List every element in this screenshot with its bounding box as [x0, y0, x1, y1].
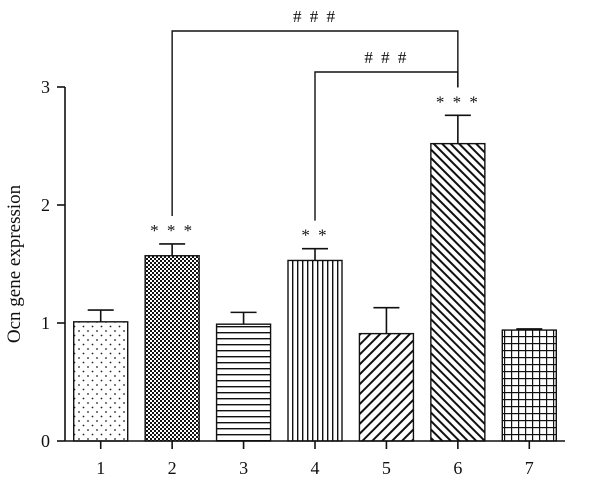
- x-tick-label-7: 7: [525, 458, 534, 478]
- significance-label-4: * *: [301, 226, 328, 245]
- bar-2: [144, 255, 200, 442]
- y-tick-label-1: 1: [41, 313, 50, 333]
- plot-area: * * * * * * * * 0 1 2 3 1 2 3 4 5 6 7 # # # # # #: [41, 7, 565, 478]
- bar-5: [358, 332, 415, 442]
- x-tick-label-6: 6: [453, 458, 462, 478]
- y-tick-label-2: 2: [41, 195, 50, 215]
- comparison-label-2-6: # # #: [293, 7, 337, 26]
- y-axis-title: Ocn gene expression: [4, 184, 25, 343]
- y-tick-label-3: 3: [41, 77, 50, 97]
- x-tick-label-5: 5: [382, 458, 391, 478]
- comparison-label-4-6: # # #: [364, 48, 408, 67]
- y-tick-label-0: 0: [41, 431, 50, 451]
- comparison-bracket-4-6: [314, 71, 459, 221]
- bar-3: [215, 323, 272, 442]
- bar-6: [430, 142, 486, 442]
- bar-4: [287, 259, 343, 442]
- x-tick-label-3: 3: [239, 458, 248, 478]
- significance-label-6: * * *: [436, 92, 480, 111]
- significance-label-2: * * *: [150, 221, 194, 240]
- x-tick-label-2: 2: [168, 458, 177, 478]
- comparison-bracket-2-6: [171, 30, 459, 216]
- x-tick-label-4: 4: [311, 458, 320, 478]
- x-tick-label-1: 1: [96, 458, 105, 478]
- bar-7: [501, 329, 557, 442]
- bar-1: [73, 321, 129, 442]
